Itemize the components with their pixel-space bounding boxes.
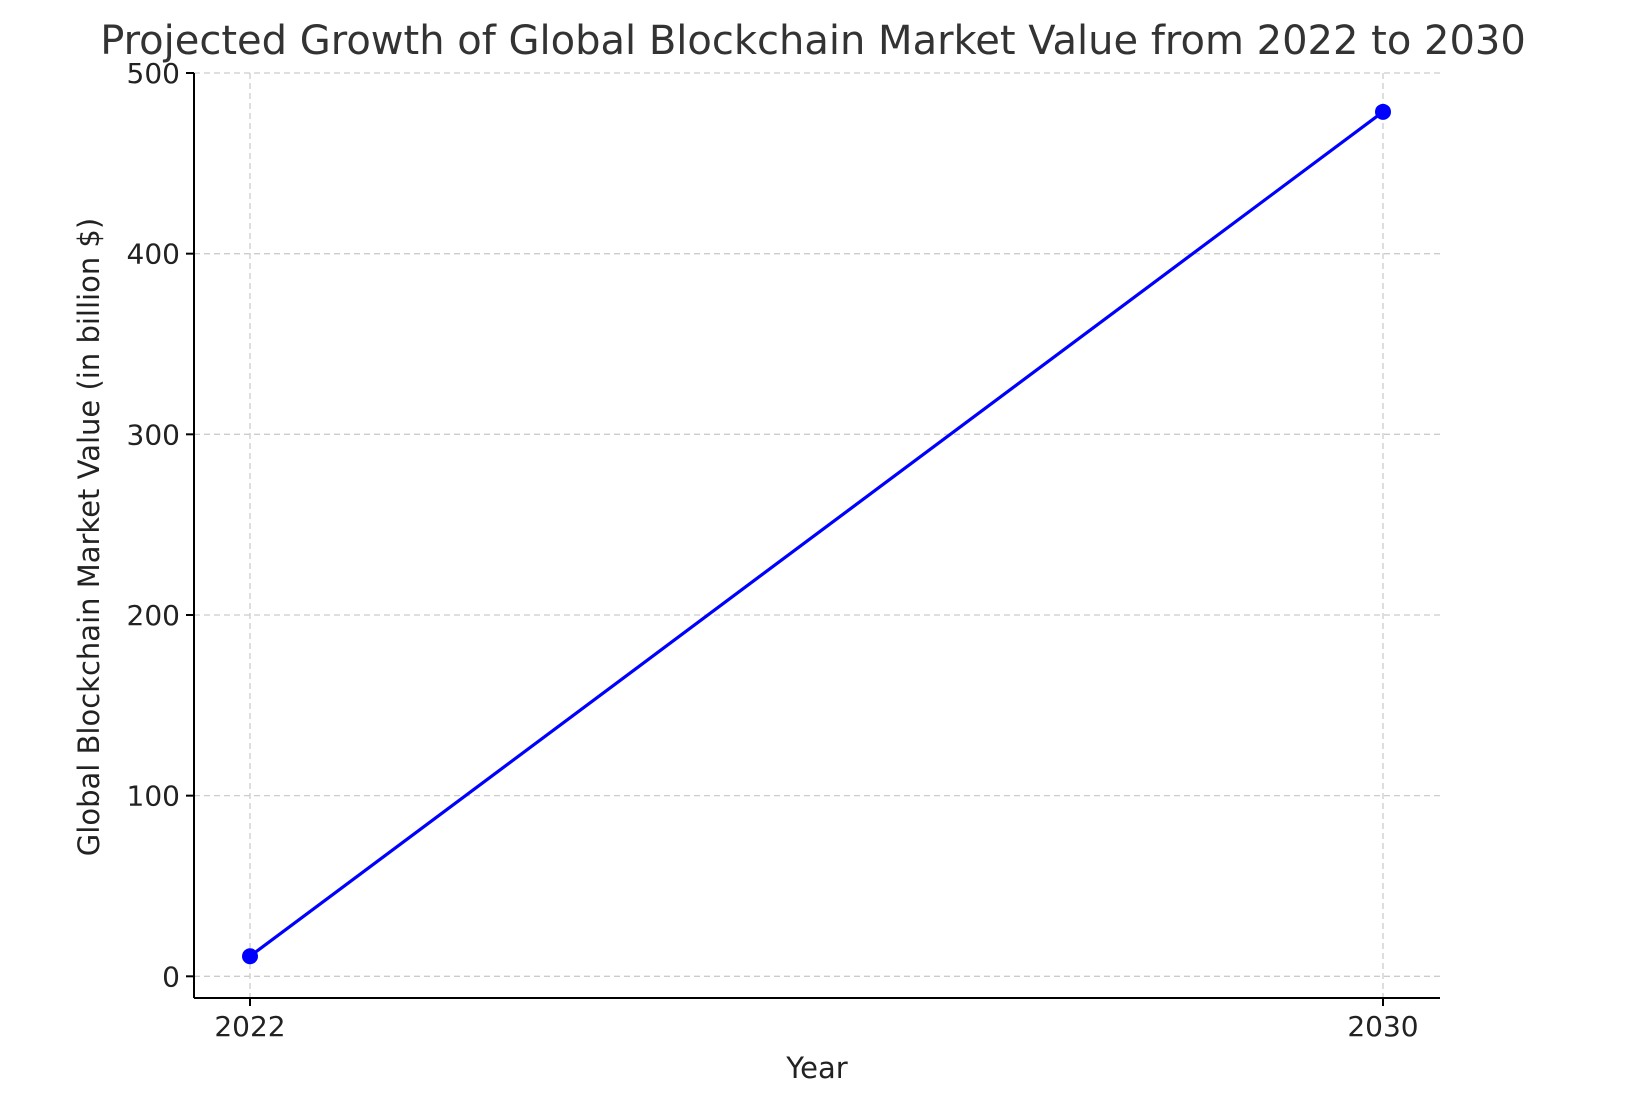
grid-lines xyxy=(194,72,1440,998)
x-axis-label: Year xyxy=(785,1051,847,1085)
y-tick-label: 200 xyxy=(127,599,180,632)
y-tick-label: 400 xyxy=(127,238,180,271)
y-tick-label: 300 xyxy=(127,418,180,451)
data-series xyxy=(242,103,1391,965)
y-tick-label: 100 xyxy=(127,780,180,813)
y-tick-label: 0 xyxy=(162,960,180,993)
y-tick-label: 500 xyxy=(127,57,180,90)
tick-labels: 0 100 200 300 400 500 2022 2030 xyxy=(127,57,1419,1043)
x-tick-label: 2022 xyxy=(214,1010,285,1043)
chart-title: Projected Growth of Global Blockchain Ma… xyxy=(100,18,1526,64)
data-point-marker xyxy=(242,948,258,965)
series-line xyxy=(248,110,1385,958)
axes xyxy=(186,72,1440,1006)
data-point-marker xyxy=(1375,103,1391,120)
x-tick-label: 2030 xyxy=(1347,1010,1418,1043)
y-axis-label: Global Blockchain Market Value (in billi… xyxy=(72,218,106,856)
